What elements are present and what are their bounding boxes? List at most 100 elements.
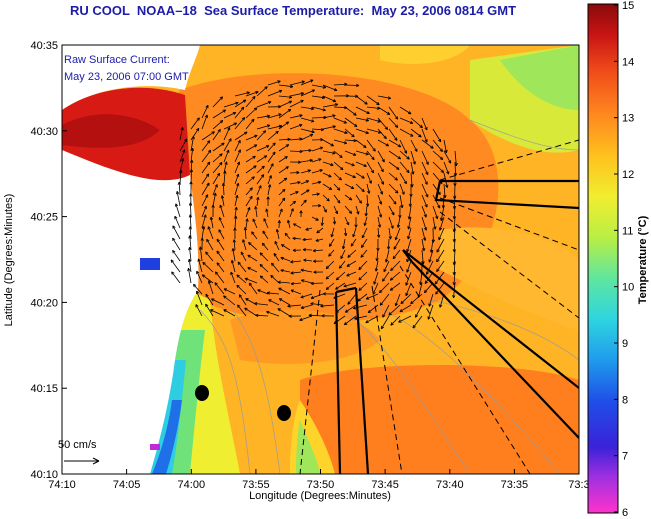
current-vector-head: [386, 143, 390, 147]
current-vector: [212, 184, 218, 196]
current-vector: [436, 260, 445, 272]
current-vector: [398, 315, 412, 323]
current-vector: [421, 227, 426, 241]
current-vector: [315, 238, 324, 242]
current-vector-head: [221, 183, 224, 187]
current-vector-head: [365, 213, 368, 217]
current-vector-head: [299, 114, 303, 116]
current-vector-head: [313, 260, 317, 263]
current-vector-head: [381, 326, 385, 330]
current-vector-head: [176, 191, 178, 195]
current-vector: [366, 106, 380, 109]
current-vector-head: [344, 141, 348, 144]
current-vector-head: [247, 207, 250, 210]
current-vector-head: [270, 275, 273, 279]
current-vector: [344, 161, 355, 166]
current-vector: [385, 249, 390, 263]
current-vector: [237, 261, 247, 273]
current-vector: [196, 270, 203, 284]
current-vector: [410, 117, 423, 129]
current-vector: [300, 79, 314, 86]
current-vector-head: [364, 163, 367, 167]
current-vector: [347, 249, 357, 258]
current-vector: [255, 314, 269, 317]
current-vector-head: [277, 308, 280, 312]
current-vector: [201, 149, 212, 163]
current-vector-head: [406, 259, 410, 263]
current-vector: [399, 304, 412, 313]
current-vector: [454, 161, 456, 177]
current-vector-head: [256, 196, 259, 200]
current-vector: [344, 150, 357, 156]
current-vector: [190, 136, 194, 152]
current-vector-head: [278, 298, 282, 302]
current-vector: [377, 172, 384, 185]
current-vector-head: [274, 142, 276, 146]
current-vector: [388, 117, 399, 128]
current-vector: [245, 218, 248, 229]
current-vector-head: [190, 159, 193, 163]
current-vector: [443, 161, 449, 175]
current-vector-head: [325, 277, 330, 280]
current-vector: [214, 282, 225, 295]
current-vector: [284, 232, 291, 240]
current-vector: [376, 249, 379, 262]
current-vector: [426, 260, 434, 275]
current-vector-head: [284, 233, 287, 237]
current-vector-head: [322, 293, 326, 296]
current-vector: [373, 271, 379, 285]
current-vector: [268, 299, 280, 306]
current-vector: [377, 106, 391, 115]
current-vector: [237, 304, 247, 317]
current-vector: [352, 227, 357, 238]
current-vector: [267, 292, 280, 295]
current-vector-head: [278, 124, 282, 127]
current-vector: [358, 260, 368, 270]
current-vector: [281, 244, 291, 251]
current-vector-head: [171, 271, 173, 275]
current-vector: [325, 282, 335, 290]
current-vector-head: [436, 259, 440, 263]
current-vector: [428, 249, 434, 263]
current-vector-head: [390, 279, 394, 281]
current-vector-head: [424, 281, 428, 284]
x-tick-label: 74:05: [113, 479, 141, 491]
current-vector: [366, 95, 380, 106]
current-vector: [339, 260, 346, 269]
current-vector: [252, 218, 258, 229]
current-vector: [333, 205, 338, 214]
current-vector-head: [266, 311, 269, 314]
current-vector-head: [277, 280, 281, 283]
current-vector: [201, 114, 208, 130]
current-vector: [311, 106, 326, 111]
current-vector: [377, 150, 385, 163]
current-vector-head: [334, 88, 338, 91]
current-vector: [236, 284, 247, 295]
current-vector-head: [420, 281, 423, 285]
current-vector: [240, 251, 247, 262]
current-vector: [366, 172, 372, 184]
current-vector: [355, 150, 369, 155]
current-vector: [438, 227, 445, 241]
current-vector: [361, 227, 368, 239]
current-vector: [388, 128, 398, 141]
current-vector: [399, 161, 410, 173]
current-vector: [312, 249, 324, 252]
current-vector-head: [244, 278, 248, 281]
current-vector: [432, 205, 438, 219]
current-vector-head: [205, 251, 207, 255]
current-vector: [278, 197, 286, 207]
current-vector: [223, 102, 239, 108]
current-vector-head: [315, 240, 319, 242]
current-vector-head: [372, 292, 376, 295]
current-vector: [278, 189, 286, 196]
current-vector: [399, 128, 414, 137]
current-vector-head: [267, 184, 271, 188]
current-vector: [179, 127, 183, 141]
current-vector-head: [240, 106, 244, 109]
current-vector-head: [375, 268, 379, 272]
current-vector: [245, 135, 258, 141]
current-vector: [179, 149, 185, 163]
current-vector: [311, 193, 320, 196]
